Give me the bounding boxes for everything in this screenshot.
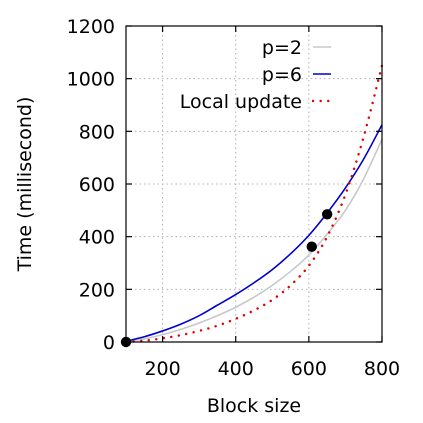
series-line-p-2 (125, 138, 383, 343)
y-tick-label-5: 1000 (67, 69, 115, 91)
y-tick-label-1: 200 (79, 279, 115, 301)
legend-label-local-update: Local update (180, 91, 302, 113)
y-tick-label-4: 800 (79, 121, 115, 143)
y-tick-label-6: 1200 (67, 16, 115, 38)
data-point-2 (321, 209, 333, 220)
data-points (120, 209, 333, 348)
plot-frame (125, 25, 383, 343)
x-tick-label-2: 600 (291, 358, 327, 380)
data-point-1 (306, 241, 317, 252)
y-tick-label-0: 0 (103, 332, 115, 354)
grid-lines (126, 26, 382, 342)
x-tick-label-3: 800 (364, 358, 400, 380)
x-tick-label-0: 200 (144, 358, 180, 380)
series-line-local-update (124, 64, 384, 344)
series-line-p-6 (125, 124, 383, 342)
legend-label-p-6: p=6 (262, 64, 302, 86)
legend: p=2 p=6 Local update (180, 37, 333, 113)
y-tick-label-3: 600 (79, 174, 115, 196)
series-curves (124, 64, 384, 344)
axis-ticks: 200 400 600 800 0 200 400 600 800 1000 1200 (67, 16, 400, 380)
x-axis-label: Block size (207, 395, 301, 417)
legend-label-p-2: p=2 (262, 37, 302, 59)
y-tick-label-2: 400 (79, 227, 115, 249)
x-tick-label-1: 400 (218, 358, 254, 380)
y-axis-label: Time (millisecond) (14, 97, 36, 273)
